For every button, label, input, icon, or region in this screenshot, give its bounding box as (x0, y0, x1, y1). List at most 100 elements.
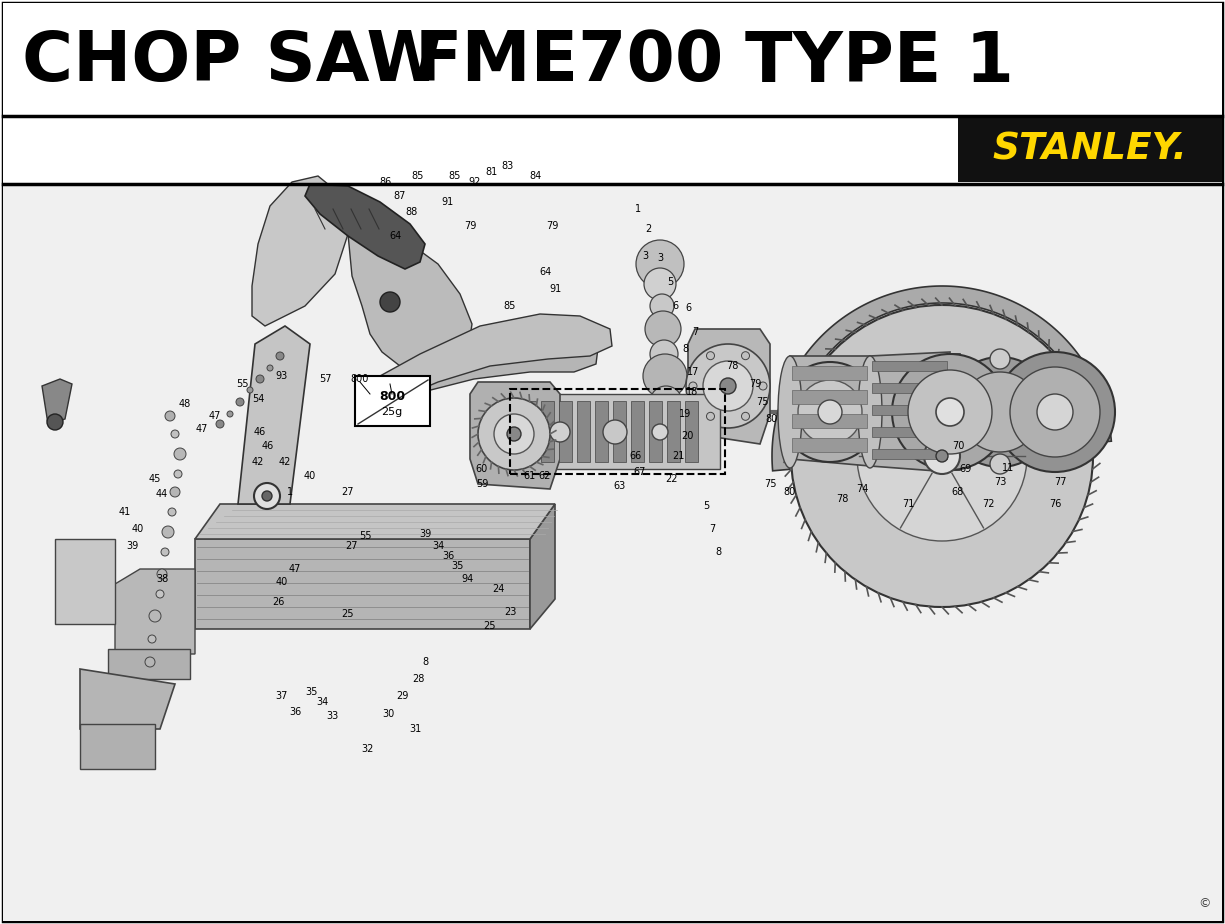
Text: ©: © (1199, 897, 1212, 910)
Text: 42: 42 (252, 457, 265, 467)
Text: 23: 23 (503, 607, 516, 617)
Text: 46: 46 (254, 427, 266, 437)
Text: 79: 79 (748, 379, 761, 389)
Circle shape (276, 352, 284, 360)
Text: 64: 64 (388, 231, 401, 241)
Circle shape (707, 412, 714, 420)
Polygon shape (370, 332, 598, 409)
Text: 44: 44 (156, 489, 168, 499)
Text: 42: 42 (279, 457, 292, 467)
Text: 62: 62 (539, 471, 551, 481)
Circle shape (707, 352, 714, 359)
Ellipse shape (778, 356, 802, 468)
Text: 7: 7 (692, 327, 698, 337)
Bar (872, 361, 947, 371)
Circle shape (157, 569, 167, 579)
Text: 69: 69 (959, 464, 971, 474)
Polygon shape (55, 539, 115, 624)
Circle shape (1009, 367, 1100, 457)
Circle shape (1038, 394, 1073, 430)
Text: 29: 29 (396, 691, 408, 701)
Circle shape (636, 240, 684, 288)
Text: 67: 67 (633, 467, 647, 477)
Polygon shape (530, 504, 555, 629)
Circle shape (650, 294, 674, 318)
Text: CHOP SAW: CHOP SAW (22, 29, 443, 95)
Circle shape (603, 420, 627, 444)
Polygon shape (42, 379, 72, 424)
Circle shape (227, 411, 233, 417)
Circle shape (380, 292, 401, 312)
Text: 73: 73 (993, 477, 1006, 487)
Text: 3: 3 (657, 253, 663, 263)
Text: 61: 61 (524, 471, 537, 481)
Circle shape (267, 365, 273, 371)
Circle shape (990, 454, 1009, 474)
Bar (685, 401, 698, 462)
Text: 20: 20 (681, 431, 693, 441)
Circle shape (156, 590, 164, 598)
Text: 3: 3 (642, 251, 648, 261)
Text: FME700: FME700 (415, 29, 724, 95)
Bar (872, 427, 947, 437)
Text: 18: 18 (686, 387, 698, 397)
Bar (793, 366, 867, 380)
Circle shape (643, 354, 687, 398)
Text: 38: 38 (156, 574, 168, 584)
Text: 39: 39 (419, 529, 431, 539)
Polygon shape (951, 354, 960, 470)
Circle shape (686, 344, 771, 428)
Text: 79: 79 (464, 221, 477, 231)
Bar (2, 3, 1223, 116)
Bar (541, 401, 554, 462)
Text: 59: 59 (475, 479, 489, 489)
Text: 85: 85 (412, 171, 424, 181)
Text: 22: 22 (665, 474, 679, 484)
Text: 75: 75 (756, 397, 768, 407)
Text: 55: 55 (359, 531, 371, 541)
Circle shape (247, 387, 254, 393)
Circle shape (818, 400, 842, 424)
Text: 91: 91 (442, 197, 454, 207)
Circle shape (478, 398, 550, 470)
Text: 71: 71 (902, 499, 914, 509)
Circle shape (908, 370, 992, 454)
Text: 45: 45 (148, 474, 162, 484)
Circle shape (652, 424, 668, 440)
Text: 27: 27 (345, 541, 358, 551)
Bar (872, 383, 947, 393)
Circle shape (703, 361, 753, 411)
Circle shape (174, 448, 186, 460)
Text: 93: 93 (276, 371, 288, 381)
Text: 40: 40 (304, 471, 316, 481)
Text: 5: 5 (666, 277, 673, 287)
Polygon shape (195, 539, 530, 629)
Text: TYPE 1: TYPE 1 (745, 29, 1014, 95)
Text: 60: 60 (475, 464, 488, 474)
Circle shape (995, 352, 1115, 472)
Circle shape (760, 382, 767, 390)
Text: 81: 81 (486, 167, 499, 177)
Text: 77: 77 (1054, 477, 1066, 487)
Circle shape (145, 657, 156, 667)
Text: 6: 6 (685, 303, 691, 313)
Polygon shape (470, 382, 560, 489)
Text: 85: 85 (503, 301, 516, 311)
Text: 85: 85 (448, 171, 461, 181)
Circle shape (924, 438, 960, 474)
Circle shape (256, 375, 265, 383)
Text: 8: 8 (421, 657, 428, 667)
Text: 33: 33 (326, 711, 338, 721)
Circle shape (160, 548, 169, 556)
Text: 92: 92 (469, 177, 481, 187)
Text: 83: 83 (502, 161, 514, 171)
Text: 91: 91 (549, 284, 561, 294)
Text: 21: 21 (671, 451, 685, 461)
Text: 46: 46 (262, 441, 274, 451)
Polygon shape (348, 229, 472, 372)
Text: 78: 78 (725, 361, 739, 371)
Circle shape (936, 398, 964, 426)
Text: 66: 66 (628, 451, 641, 461)
Text: 88: 88 (405, 207, 418, 217)
Text: 64: 64 (540, 267, 552, 277)
